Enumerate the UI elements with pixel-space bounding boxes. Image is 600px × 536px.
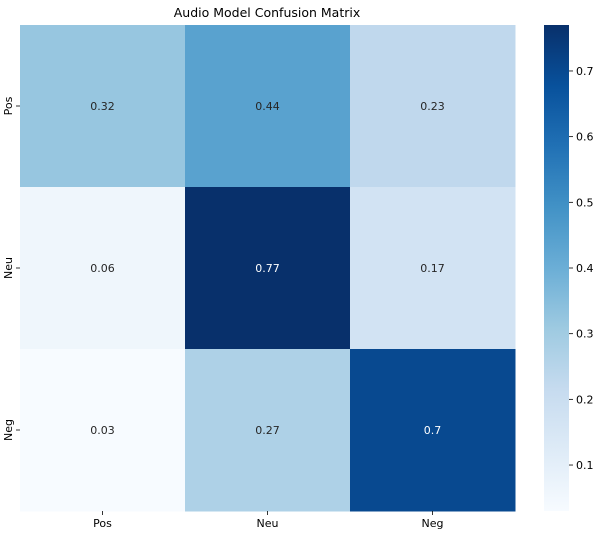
colorbar-tick-label: 0.7 xyxy=(576,65,594,78)
colorbar-tick-label: 0.5 xyxy=(576,196,594,209)
x-tick-label: Neg xyxy=(422,517,444,530)
cell-value-label: 0.17 xyxy=(420,262,445,275)
heatmap-cell-pos-pos xyxy=(20,25,186,188)
colorbar-tick-label: 0.6 xyxy=(576,131,594,144)
heatmap-cell-pos-neu xyxy=(185,25,351,188)
colorbar-ticks: 0.1 0.2 0.3 0.4 0.5 0.6 0.7 xyxy=(569,65,594,472)
cell-value-label: 0.32 xyxy=(90,100,115,113)
heatmap-cells: 0.32 0.44 0.23 0.06 0.77 0.17 0.03 0.27 0.7 xyxy=(20,25,516,512)
heatmap-cell-neu-neg xyxy=(350,187,516,350)
colorbar-tick-label: 0.1 xyxy=(576,459,594,472)
colorbar-tick-label: 0.2 xyxy=(576,393,594,406)
x-tick-label: Pos xyxy=(93,517,112,530)
cell-value-label: 0.44 xyxy=(255,100,280,113)
colorbar-tick-label: 0.3 xyxy=(576,328,594,341)
heatmap-cell-neu-neu xyxy=(185,187,351,350)
x-axis-ticks: Pos Neu Neg xyxy=(93,511,443,530)
y-axis-ticks: Pos Neu Neg xyxy=(2,96,20,441)
colorbar-tick-label: 0.4 xyxy=(576,262,594,275)
chart-title: Audio Model Confusion Matrix xyxy=(174,5,361,20)
cell-value-label: 0.06 xyxy=(90,262,115,275)
colorbar xyxy=(544,25,569,511)
heatmap-cell-neu-pos xyxy=(20,187,186,350)
y-tick-label: Neu xyxy=(2,257,15,279)
heatmap-cell-neg-neu xyxy=(185,349,351,512)
y-tick-label: Neg xyxy=(2,419,15,441)
y-tick-label: Pos xyxy=(2,96,15,115)
x-tick-label: Neu xyxy=(257,517,279,530)
cell-value-label: 0.03 xyxy=(90,424,115,437)
cell-value-label: 0.27 xyxy=(255,424,280,437)
cell-value-label: 0.77 xyxy=(255,262,280,275)
heatmap-cell-pos-neg xyxy=(350,25,516,188)
cell-value-label: 0.23 xyxy=(420,100,445,113)
heatmap-cell-neg-neg xyxy=(350,349,516,512)
cell-value-label: 0.7 xyxy=(424,424,442,437)
heatmap-cell-neg-pos xyxy=(20,349,186,512)
